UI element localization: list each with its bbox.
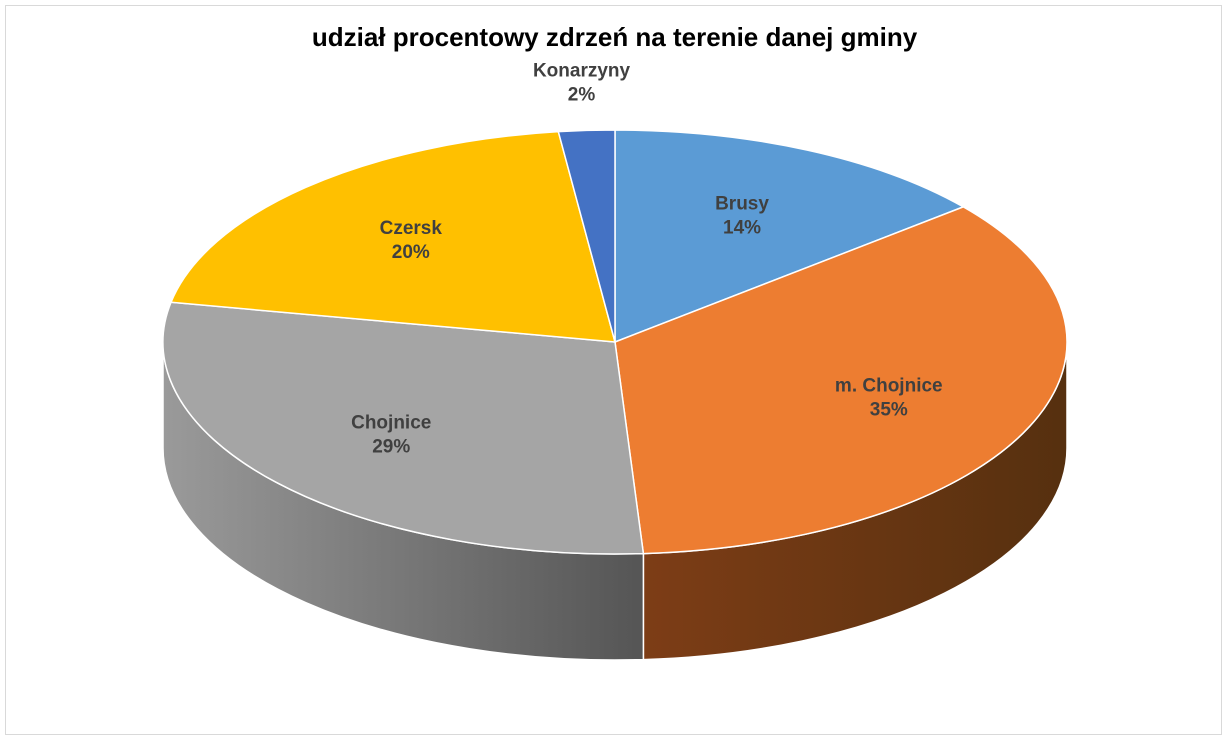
pie-labels: Brusy 14% m. Chojnice 35% Chojnice 29% Czersk 2… [351, 60, 943, 457]
slice-czersk [169, 130, 617, 343]
slice-value-m-chojnice: 35% [870, 400, 908, 421]
slice-brusy [614, 129, 966, 344]
slice-label-m-chojnice: m. Chojnice [835, 376, 943, 397]
slice-value-chojnice: 29% [372, 437, 410, 458]
slice-value-brusy: 14% [723, 217, 761, 238]
chart-title: udział procentowy zdrzeń na terenie dane… [311, 22, 918, 52]
slice-label-konarzyny: Konarzyny [533, 60, 631, 81]
slice-chojnice [162, 301, 645, 555]
slice-label-czersk: Czersk [380, 218, 443, 239]
slice-value-konarzyny: 2% [568, 84, 596, 105]
slice-value-czersk: 20% [392, 242, 430, 263]
slice-label-brusy: Brusy [715, 193, 769, 214]
slice-label-chojnice: Chojnice [351, 413, 431, 434]
slice-konarzyny [557, 129, 616, 343]
pie-tops [162, 129, 1068, 555]
slice-m-chojnice [614, 206, 1068, 555]
